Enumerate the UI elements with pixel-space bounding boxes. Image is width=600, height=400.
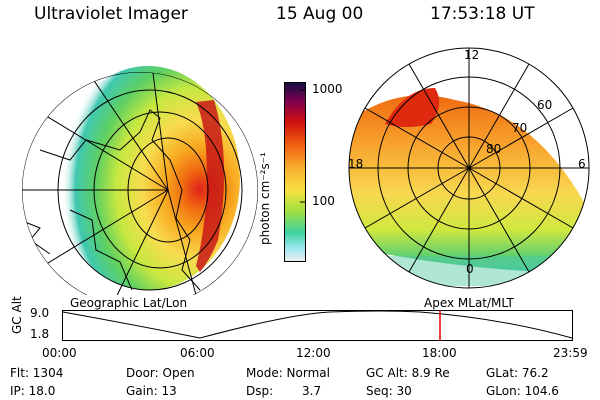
gain-value: Gain: 13 [126,384,177,398]
altitude-ytick-high: 9.0 [30,306,50,320]
altitude-xtick-1800: 18:00 [422,346,457,360]
geographic-caption: Geographic Lat/Lon [70,296,188,310]
mlt-label-6: 6 [578,157,586,171]
gc-altitude: GC Alt: 8.9 Re [366,366,450,380]
time-label: 17:53:18 UT [430,4,535,24]
geographic-image [22,66,258,295]
altitude-xtick-2359: 23:59 [553,346,588,360]
colorbar-scale [284,82,306,262]
mlat-label-60: 60 [537,98,553,112]
altitude-curve [62,310,573,339]
geo-grid [22,72,258,295]
colorbar-tick-100: 100 [312,194,335,208]
apex-caption: Apex MLat/MLT [424,296,514,310]
altitude-xtick-0600: 06:00 [180,346,215,360]
altitude-ytick-low: 1.8 [30,327,50,341]
mlt-label-0: 0 [466,262,474,276]
mlt-label-18: 18 [348,157,364,171]
altitude-plot [62,310,573,341]
mode-value: Mode: Normal [246,366,330,380]
altitude-ylabel: GC Alt [10,296,24,334]
polar-grid [348,47,590,289]
altitude-xtick-0000: 00:00 [42,346,77,360]
instrument-title: Ultraviolet Imager [34,4,188,24]
polar-aurora-emission [349,95,585,274]
altitude-xtick-1200: 12:00 [296,346,331,360]
mlat-label-80: 80 [486,142,502,156]
door-status: Door: Open [126,366,195,380]
dsp-label: Dsp: [246,384,274,398]
mlt-label-12: 12 [464,48,480,62]
dsp-value: 3.7 [302,384,322,398]
colorbar-tick-1000: 1000 [312,82,343,96]
polar-aurora-bright-spot [385,88,440,127]
date-label: 15 Aug 00 [276,4,364,24]
mlat-label-70: 70 [512,121,528,135]
magnetic-polar-image [348,47,590,289]
ip-value: IP: 18.0 [10,384,56,398]
geo-longitude: GLon: 104.6 [486,384,559,398]
flight-number: Flt: 1304 [10,366,64,380]
altitude-plot-frame [62,310,573,341]
colorbar-unit-label: photon cm⁻²s⁻¹ [258,152,272,245]
sequence-number: Seq: 30 [366,384,412,398]
geo-latitude: GLat: 76.2 [486,366,549,380]
